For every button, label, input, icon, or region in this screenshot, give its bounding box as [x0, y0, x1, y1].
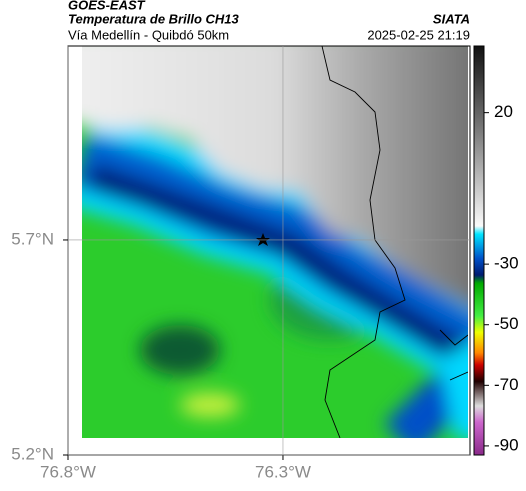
colorbar-tick-label: -30 — [494, 254, 519, 273]
colorbar-tick-label: -50 — [494, 314, 519, 333]
y-tick-label: 5.7°N — [11, 229, 54, 248]
org-label: SIATA — [433, 11, 470, 26]
subtitle: Vía Medellín - Quibdó 50km — [68, 27, 229, 42]
source-label: GOES-EAST — [68, 0, 146, 12]
x-tick-label: 76.8°W — [40, 462, 96, 481]
colorbar — [473, 45, 485, 456]
title: Temperatura de Brillo CH13 — [68, 11, 240, 26]
colorbar-tick-label: -70 — [494, 375, 519, 394]
colorbar-tick-label: -90 — [494, 435, 519, 454]
y-tick-label: 5.2°N — [11, 444, 54, 463]
station-marker — [256, 233, 270, 246]
satellite-image — [82, 46, 468, 438]
x-tick-label: 76.3°W — [255, 462, 311, 481]
colorbar-tick-label: 20 — [494, 102, 513, 121]
datetime: 2025-02-25 21:19 — [367, 27, 470, 42]
